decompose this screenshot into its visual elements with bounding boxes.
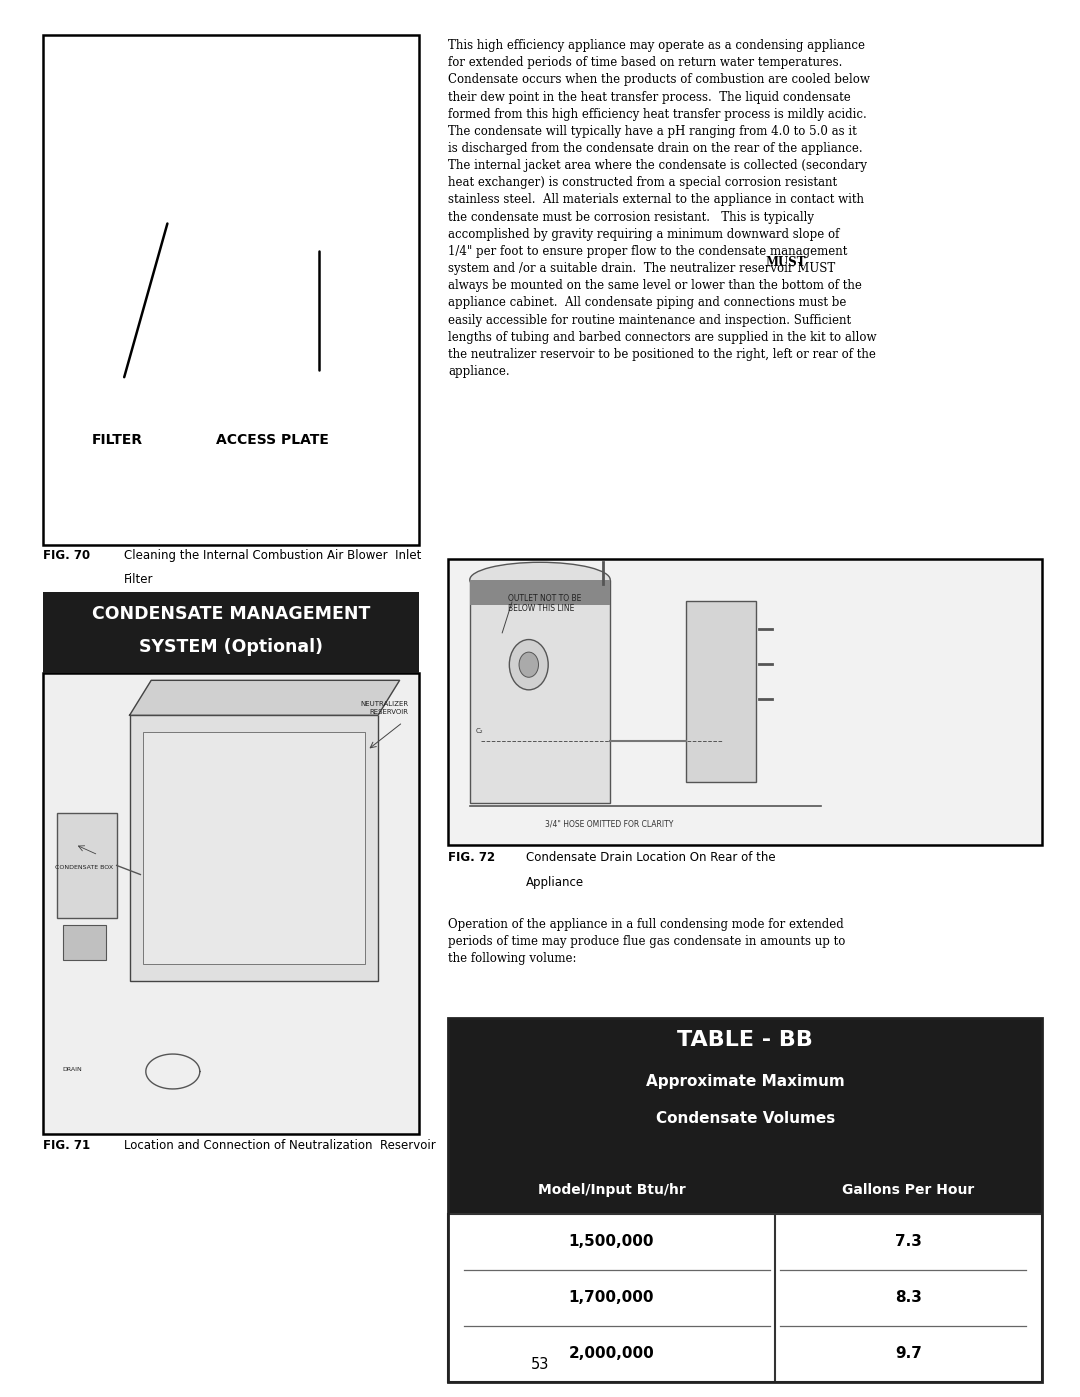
Text: ACCESS PLATE: ACCESS PLATE: [216, 433, 329, 447]
Text: Condensate Volumes: Condensate Volumes: [656, 1111, 835, 1126]
Text: SYSTEM (Optional): SYSTEM (Optional): [139, 638, 323, 657]
Text: Operation of the appliance in a full condensing mode for extended
periods of tim: Operation of the appliance in a full con…: [448, 918, 846, 965]
Text: FIG. 71: FIG. 71: [43, 1139, 91, 1151]
Text: TABLE - BB: TABLE - BB: [677, 1030, 813, 1049]
Circle shape: [519, 652, 539, 678]
Ellipse shape: [470, 563, 610, 598]
Text: OUTLET NOT TO BE
BELOW THIS LINE: OUTLET NOT TO BE BELOW THIS LINE: [508, 594, 581, 613]
FancyBboxPatch shape: [43, 35, 419, 545]
Text: Condensate Drain Location On Rear of the: Condensate Drain Location On Rear of the: [526, 851, 775, 863]
FancyBboxPatch shape: [143, 732, 365, 964]
Text: 3/4" HOSE OMITTED FOR CLARITY: 3/4" HOSE OMITTED FOR CLARITY: [545, 820, 674, 828]
FancyBboxPatch shape: [448, 1166, 1042, 1214]
Text: Cleaning the Internal Combustion Air Blower  Inlet: Cleaning the Internal Combustion Air Blo…: [124, 549, 421, 562]
FancyBboxPatch shape: [57, 813, 117, 918]
Text: FIG. 72: FIG. 72: [448, 851, 496, 863]
FancyBboxPatch shape: [448, 1018, 1042, 1166]
Text: C₂: C₂: [475, 728, 483, 733]
Text: FILTER: FILTER: [92, 433, 143, 447]
Text: Appliance: Appliance: [526, 876, 584, 888]
FancyBboxPatch shape: [448, 559, 1042, 845]
Text: 8.3: 8.3: [895, 1291, 922, 1305]
Text: FIG. 70: FIG. 70: [43, 549, 91, 562]
Text: CONDENSATE MANAGEMENT: CONDENSATE MANAGEMENT: [92, 605, 370, 623]
Text: 7.3: 7.3: [895, 1235, 922, 1249]
FancyBboxPatch shape: [43, 592, 419, 673]
Text: Location and Connection of Neutralization  Reservoir: Location and Connection of Neutralizatio…: [124, 1139, 436, 1151]
Circle shape: [510, 640, 549, 690]
FancyBboxPatch shape: [470, 580, 610, 605]
FancyBboxPatch shape: [448, 1214, 1042, 1382]
Text: CONDENSATE BOX: CONDENSATE BOX: [55, 865, 113, 870]
Text: 2,000,000: 2,000,000: [569, 1347, 654, 1361]
Polygon shape: [130, 680, 400, 715]
FancyBboxPatch shape: [686, 601, 756, 782]
Text: Model/Input Btu/hr: Model/Input Btu/hr: [538, 1183, 686, 1197]
FancyBboxPatch shape: [470, 580, 610, 803]
Text: Approximate Maximum: Approximate Maximum: [646, 1074, 845, 1090]
FancyBboxPatch shape: [130, 715, 378, 981]
Text: 9.7: 9.7: [895, 1347, 922, 1361]
Text: 1,500,000: 1,500,000: [569, 1235, 654, 1249]
Text: Gallons Per Hour: Gallons Per Hour: [842, 1183, 974, 1197]
Text: Filter: Filter: [124, 573, 153, 585]
Text: 1,700,000: 1,700,000: [569, 1291, 654, 1305]
Text: DRAIN: DRAIN: [63, 1067, 82, 1073]
FancyBboxPatch shape: [63, 925, 106, 960]
Text: This high efficiency appliance may operate as a condensing appliance
for extende: This high efficiency appliance may opera…: [448, 39, 877, 379]
FancyBboxPatch shape: [43, 673, 419, 1134]
Text: 53: 53: [530, 1356, 550, 1372]
Text: NEUTRALIZER
RESERVOIR: NEUTRALIZER RESERVOIR: [360, 701, 408, 714]
Text: MUST: MUST: [766, 256, 806, 270]
